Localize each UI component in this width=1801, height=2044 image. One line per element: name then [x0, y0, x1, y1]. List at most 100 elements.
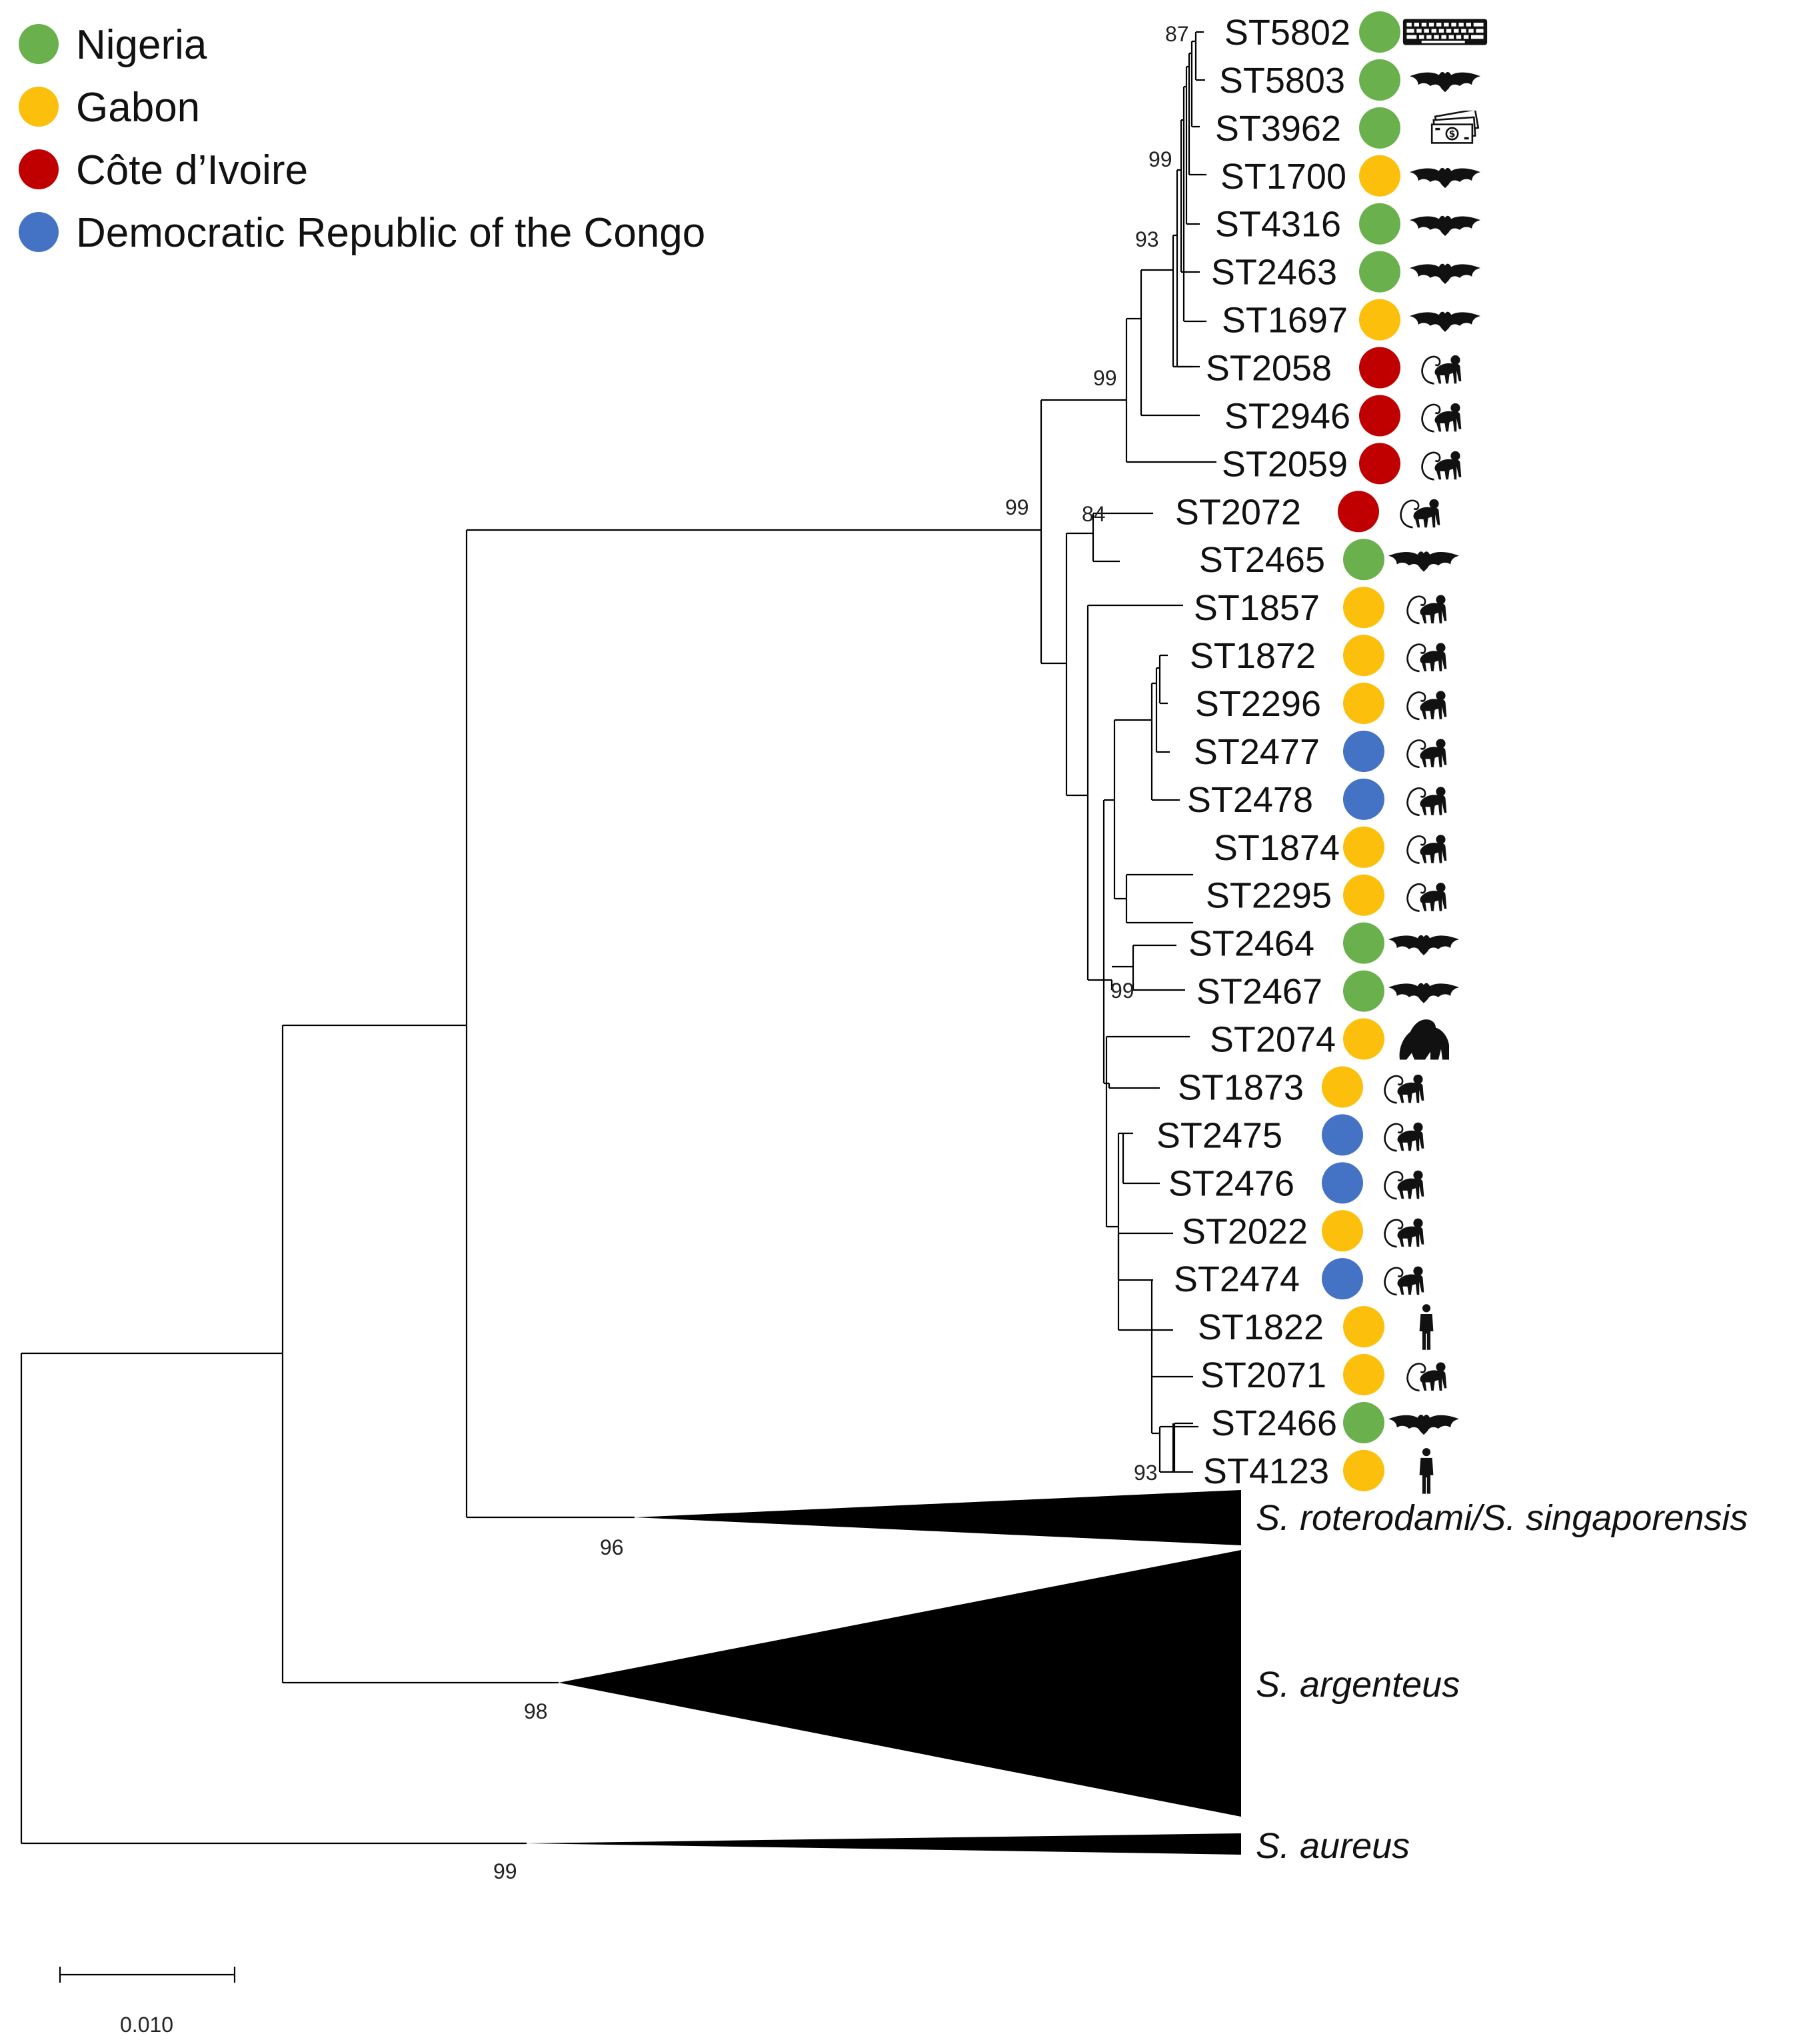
monkey-icon: [1384, 1073, 1425, 1104]
tip-st2464: ST2464: [1188, 922, 1460, 964]
monkey-icon: [1384, 1169, 1425, 1200]
branch-node-c2: [1106, 1082, 1160, 1089]
tree-branches: [20, 31, 1216, 1845]
monkey-icon: [1406, 690, 1448, 721]
legend-item-nigeria: Nigeria: [19, 22, 207, 68]
tip-st2058: ST2058: [1206, 347, 1462, 389]
tip-label: ST2295: [1206, 876, 1332, 916]
tip-label: ST1697: [1222, 301, 1348, 341]
legend-item-drc: Democratic Republic of the Congo: [19, 210, 705, 256]
branch-node-c5: [1117, 1232, 1173, 1281]
clade-triangle: [635, 1490, 1241, 1545]
tip-st4316: ST4316: [1215, 203, 1481, 245]
country-dot: [1359, 203, 1400, 245]
branch-node-1700: [1186, 53, 1206, 176]
tip-st2466: ST2466: [1211, 1401, 1460, 1443]
branch-node-b2: [1114, 683, 1180, 801]
legend-item-cote-divoire: Côte d’Ivoire: [19, 147, 308, 193]
branch-node-b3: [1152, 668, 1170, 753]
tip-st2946: ST2946: [1224, 395, 1462, 437]
monkey-icon: [1406, 881, 1448, 913]
monkey-icon: [1421, 450, 1462, 481]
country-dot: [1322, 1162, 1363, 1204]
country-dot: [1343, 922, 1384, 964]
tip-label: ST2465: [1199, 540, 1325, 580]
tip-label: ST2464: [1188, 924, 1314, 964]
branch-node-93: [1141, 235, 1200, 368]
tip-list: ST5802 ST5803 ST3962 ST1700 ST4316 ST2463 ST16…: [1156, 11, 1488, 1494]
branch-node-1857: [1086, 604, 1183, 980]
scale-bar: 0.010: [59, 1967, 236, 2037]
legend-swatch-cote-divoire: [19, 149, 59, 189]
country-dot: [1322, 1258, 1363, 1300]
tip-st2022: ST2022: [1182, 1210, 1425, 1252]
country-dot: [1343, 778, 1384, 820]
branch-node-c7: [1152, 1329, 1193, 1378]
monkey-icon: [1406, 642, 1448, 673]
tip-st2475: ST2475: [1156, 1114, 1425, 1156]
country-dot: [1343, 1401, 1384, 1443]
money-icon: [1430, 110, 1480, 144]
bootstrap-labels: 87 99 93 99 99 84 99 93: [1005, 22, 1189, 1485]
tip-st5803: ST5803: [1219, 59, 1481, 101]
tip-label: ST4123: [1203, 1451, 1329, 1491]
bootstrap-value: 93: [1134, 1461, 1158, 1485]
bat-icon: [1388, 1414, 1460, 1435]
tip-label: ST5802: [1224, 13, 1350, 53]
monkey-icon: [1406, 785, 1448, 817]
clade-triangle: [559, 1550, 1241, 1817]
clade-triangle: [527, 1833, 1241, 1855]
country-dot: [1359, 443, 1400, 485]
tip-st2071: ST2071: [1200, 1354, 1448, 1396]
country-dot: [1343, 1018, 1384, 1060]
tip-st2476: ST2476: [1168, 1162, 1425, 1204]
tip-label: ST1857: [1194, 588, 1320, 628]
scale-bar-label: 0.010: [120, 2013, 173, 2037]
branch-node-b1: [1104, 720, 1126, 900]
tip-st2074: ST2074: [1210, 1018, 1449, 1060]
branch-africa: [465, 529, 1041, 1519]
branch-node-c6: [1118, 1280, 1153, 1433]
country-dot: [1322, 1114, 1363, 1156]
tip-st3962: ST3962: [1215, 107, 1480, 149]
bat-icon: [1409, 263, 1481, 284]
tip-label: ST5803: [1219, 61, 1345, 101]
country-dot: [1343, 683, 1384, 725]
monkey-icon: [1384, 1121, 1425, 1152]
branch-clade-upper: [1125, 319, 1216, 463]
tip-st2477: ST2477: [1194, 730, 1448, 772]
bootstrap-value: 87: [1165, 22, 1189, 46]
tip-label: ST2058: [1206, 349, 1332, 389]
branch-node-99a: [1126, 270, 1200, 417]
tip-st4123: ST4123: [1203, 1448, 1434, 1494]
tip-label: ST2476: [1168, 1163, 1294, 1203]
monkey-icon: [1400, 498, 1441, 529]
tip-label: ST1822: [1198, 1307, 1324, 1347]
country-dot: [1359, 155, 1400, 197]
monkey-icon: [1384, 1265, 1425, 1296]
legend-swatch-nigeria: [19, 24, 59, 64]
tip-label: ST2059: [1222, 444, 1348, 484]
branch-node-2058: [1173, 170, 1193, 368]
country-dot: [1359, 59, 1400, 101]
human-icon: [1419, 1448, 1434, 1494]
branch-lower: [1065, 532, 1093, 797]
country-dot: [1359, 299, 1400, 341]
tip-label: ST2946: [1224, 396, 1350, 436]
tip-label: ST2296: [1195, 684, 1321, 724]
tip-st2059: ST2059: [1222, 443, 1462, 485]
tip-label: ST1872: [1190, 636, 1316, 676]
legend-label-cote-divoire: Côte d’Ivoire: [76, 147, 308, 193]
legend-swatch-drc: [19, 212, 59, 252]
branch-node-87: [1192, 31, 1205, 81]
tip-st2474: ST2474: [1174, 1258, 1425, 1300]
tip-label: ST3962: [1215, 109, 1341, 149]
bootstrap-value: 99: [1005, 495, 1029, 519]
branch-node-93b: [1172, 1422, 1193, 1473]
tip-st2072: ST2072: [1175, 491, 1441, 533]
monkey-icon: [1421, 402, 1462, 433]
bat-icon: [1388, 551, 1460, 572]
tip-label: ST2467: [1196, 972, 1322, 1012]
tip-label: ST2466: [1211, 1403, 1337, 1443]
